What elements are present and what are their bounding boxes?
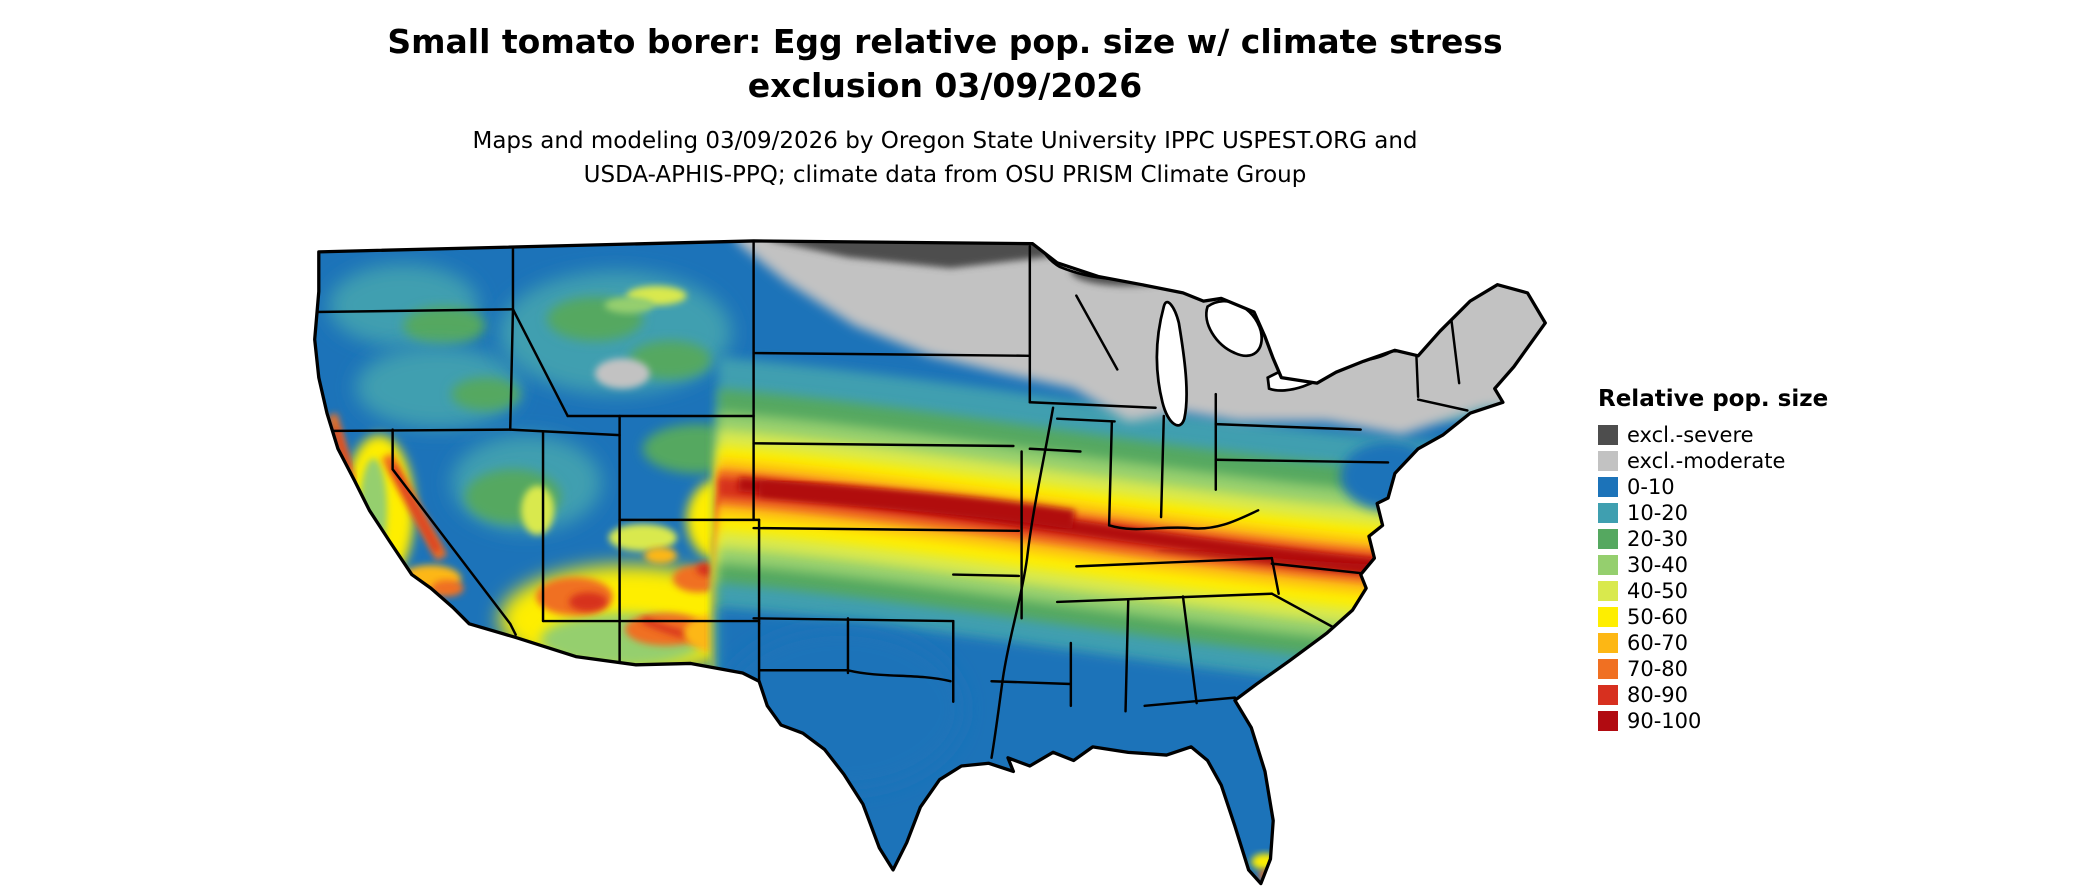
fill-band-core [758,480,1076,530]
state-border-ohio-river [1107,509,1260,531]
state-border [752,442,1015,448]
legend-item: 50-60 [1598,604,1828,630]
legend-item: 90-100 [1598,708,1828,734]
legend-label: 0-10 [1627,475,1675,499]
state-border [952,573,1021,578]
legend-item: excl.-moderate [1598,448,1828,474]
legend-label: 80-90 [1627,683,1689,707]
legend-label: excl.-severe [1627,423,1754,447]
map-subtitle-line-1: Maps and modeling 03/09/2026 by Oregon S… [472,128,1418,154]
legend-item: 40-50 [1598,578,1828,604]
legend-swatch [1598,477,1618,497]
state-border-mississippi-river [990,406,1055,760]
legend-swatch [1598,451,1618,471]
fill-region [718,626,965,791]
legend-swatch [1598,529,1618,549]
legend-swatch [1598,581,1618,601]
legend-item: 70-80 [1598,656,1828,682]
state-border [1416,398,1469,412]
legend-swatch [1598,711,1618,731]
legend-label: 30-40 [1627,553,1689,577]
legend-label: 50-60 [1627,605,1689,629]
us-map-svg [313,239,1547,886]
state-border [1055,592,1274,604]
legend-title: Relative pop. size [1598,386,1829,412]
legend-swatch [1598,685,1618,705]
state-border [752,526,1021,533]
state-border [1107,420,1114,527]
state-border [1270,562,1376,576]
exclusion-moderate-region [595,358,650,389]
state-border [1214,422,1362,431]
legend-item: 30-40 [1598,552,1828,578]
state-border [314,308,515,314]
state-border [508,308,515,431]
fill-region [569,592,608,612]
legend-item: 0-10 [1598,474,1828,500]
lake-michigan [1155,300,1188,427]
state-border [752,617,955,623]
map-title-line-2: exclusion 03/09/2026 [747,66,1143,105]
legend-label: 40-50 [1627,579,1689,603]
fill-region [696,562,719,576]
map-title-line-1: Small tomato borer: Egg relative pop. si… [387,22,1503,61]
legend-label: 60-70 [1627,631,1689,655]
fill-region [629,340,712,380]
state-border [1143,696,1237,708]
state-border [990,679,1073,686]
legend-items: excl.-severe excl.-moderate 0-10 10-20 20-30… [1598,422,1828,734]
state-border [1055,417,1116,423]
fill-region [1340,441,1436,511]
fill-region [1251,853,1279,870]
fill-region [608,523,678,552]
state-border [1075,294,1119,371]
state-borders [314,240,1469,760]
legend-swatch [1598,659,1618,679]
fill-region [644,547,678,564]
legend-label: 10-20 [1627,501,1689,525]
legend-swatch [1598,555,1618,575]
state-border [1075,556,1274,568]
legend-item: 80-90 [1598,682,1828,708]
state-border [1028,447,1082,453]
fill-region [403,306,486,345]
state-border [757,669,952,683]
legend-swatch [1598,503,1618,523]
us-map [306,230,1554,892]
state-border [1181,595,1198,705]
title-block: Small tomato borer: Egg relative pop. si… [0,20,1890,192]
exclusion-severe-region [1185,240,1268,265]
legend-item: 10-20 [1598,500,1828,526]
subtitle-block: Maps and modeling 03/09/2026 by Oregon S… [0,124,1890,192]
fill-region [359,458,388,563]
legend-swatch [1598,607,1618,627]
fill-region [430,580,464,597]
state-border [391,428,517,636]
legend: Relative pop. size excl.-severe excl.-mod… [1598,386,1828,734]
fill-region [521,485,554,535]
legend-item: 20-30 [1598,526,1828,552]
legend-label: 70-80 [1627,657,1689,681]
map-subtitle-line-2: USDA-APHIS-PPQ; climate data from OSU PR… [583,162,1307,188]
legend-label: 20-30 [1627,527,1689,551]
legend-swatch [1598,425,1618,445]
fill-region [1265,880,1276,884]
legend-label: 90-100 [1627,709,1702,733]
state-border [1124,597,1130,713]
fill-region [604,297,654,314]
state-border [1159,414,1166,519]
legend-label: excl.-moderate [1627,449,1786,473]
state-border [752,351,1032,358]
state-border [1214,458,1390,464]
fill-region [451,377,520,411]
legend-swatch [1598,633,1618,653]
state-border [511,308,569,418]
legend-item: excl.-severe [1598,422,1828,448]
us-outline [313,239,1547,886]
state-border [1028,401,1157,409]
legend-item: 60-70 [1598,630,1828,656]
